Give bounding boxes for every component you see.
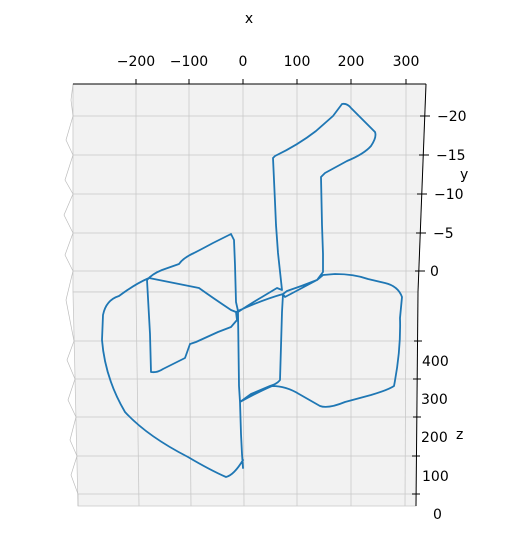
x-tick-label: 0 [239,54,248,70]
x-tick-labels: −200 −100 0 100 200 300 [117,54,420,70]
y-tick-labels: −20 −15 −10 −5 0 [430,109,467,280]
z-tick-label: 200 [421,430,448,446]
z-tick-label: 400 [422,354,449,370]
y-tick-label: −5 [433,226,454,242]
trajectory-series [101,102,403,478]
z-tick-label: 300 [421,392,448,408]
z-tick-label: 100 [422,469,449,485]
trajectory-line [101,102,403,478]
z-axis-line [415,291,419,507]
y-tick-label: −20 [437,109,467,125]
z-tick-label: 0 [433,507,442,523]
xz-gridlines [74,291,418,507]
z-axis-label: z [456,427,463,443]
axis-lines [73,83,427,507]
y-tick-label: −10 [434,187,464,203]
x-tick-label: −100 [170,54,208,70]
xy-pane [72,83,427,293]
x-tick-label: 300 [393,54,420,70]
tick-marks [135,79,430,495]
xy-gridlines [73,84,424,292]
x-tick-label: 100 [284,54,311,70]
z-tick-labels: 400 300 200 100 0 [421,354,449,523]
x-tick-label: −200 [117,54,155,70]
y-tick-label: −15 [436,148,466,164]
y-axis-label: y [460,167,468,183]
x-tick-label: 200 [338,54,365,70]
x-axis-label: x [245,11,253,27]
y-tick-label: 0 [430,264,439,280]
y-axis-line [417,83,427,293]
side-pane-edge [63,83,79,506]
